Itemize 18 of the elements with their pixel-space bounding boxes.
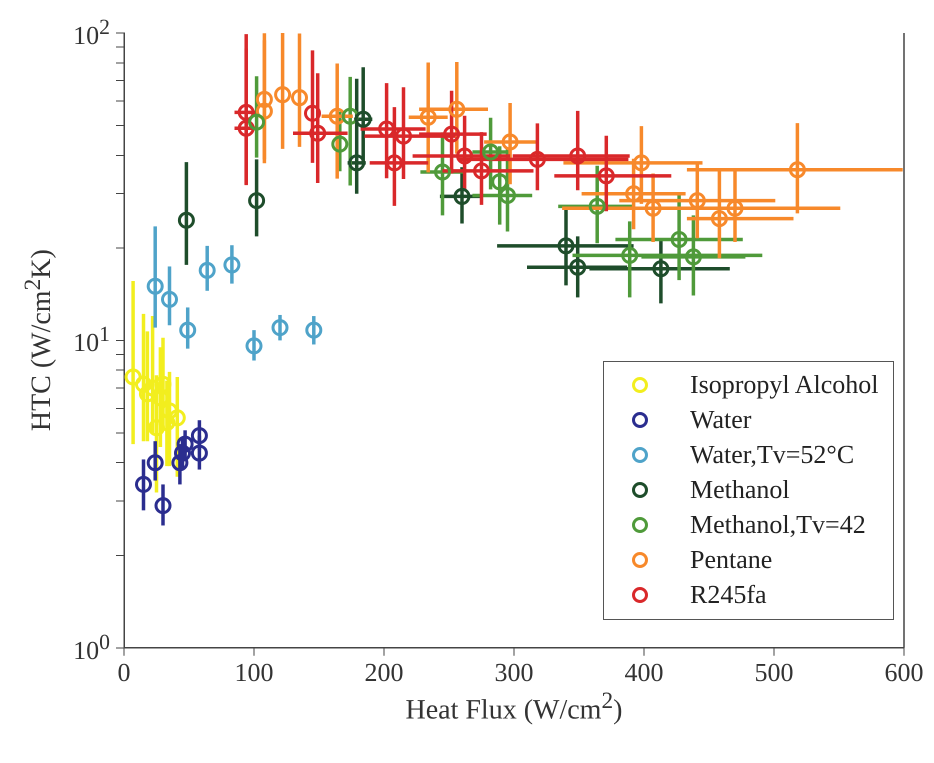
y-tick-label: 10$^{2}$ [73,15,110,51]
legend-label: Water,Tv=52°C [690,440,854,470]
legend-label: Water [690,405,752,436]
legend-label: R245fa [690,580,767,610]
x-tick-label: 600 [884,658,924,688]
x-tick-label: 400 [624,658,664,688]
y-tick-label: 10$^{0}$ [73,630,110,666]
x-axis-title: Heat Flux (W/cm$^{2}$) [406,688,622,726]
x-tick-label: 0 [118,658,130,688]
legend-label: Pentane [690,545,772,576]
legend-label: Isopropyl Alcohol [690,370,878,400]
x-tick-label: 200 [364,658,404,688]
y-tick-label: 10$^{1}$ [73,322,110,358]
x-tick-label: 300 [494,658,534,688]
x-tick-label: 500 [754,658,794,688]
legend-label: Methanol,Tv=42 [690,510,866,540]
legend-label: Methanol [690,475,790,506]
x-tick-label: 100 [234,658,274,688]
